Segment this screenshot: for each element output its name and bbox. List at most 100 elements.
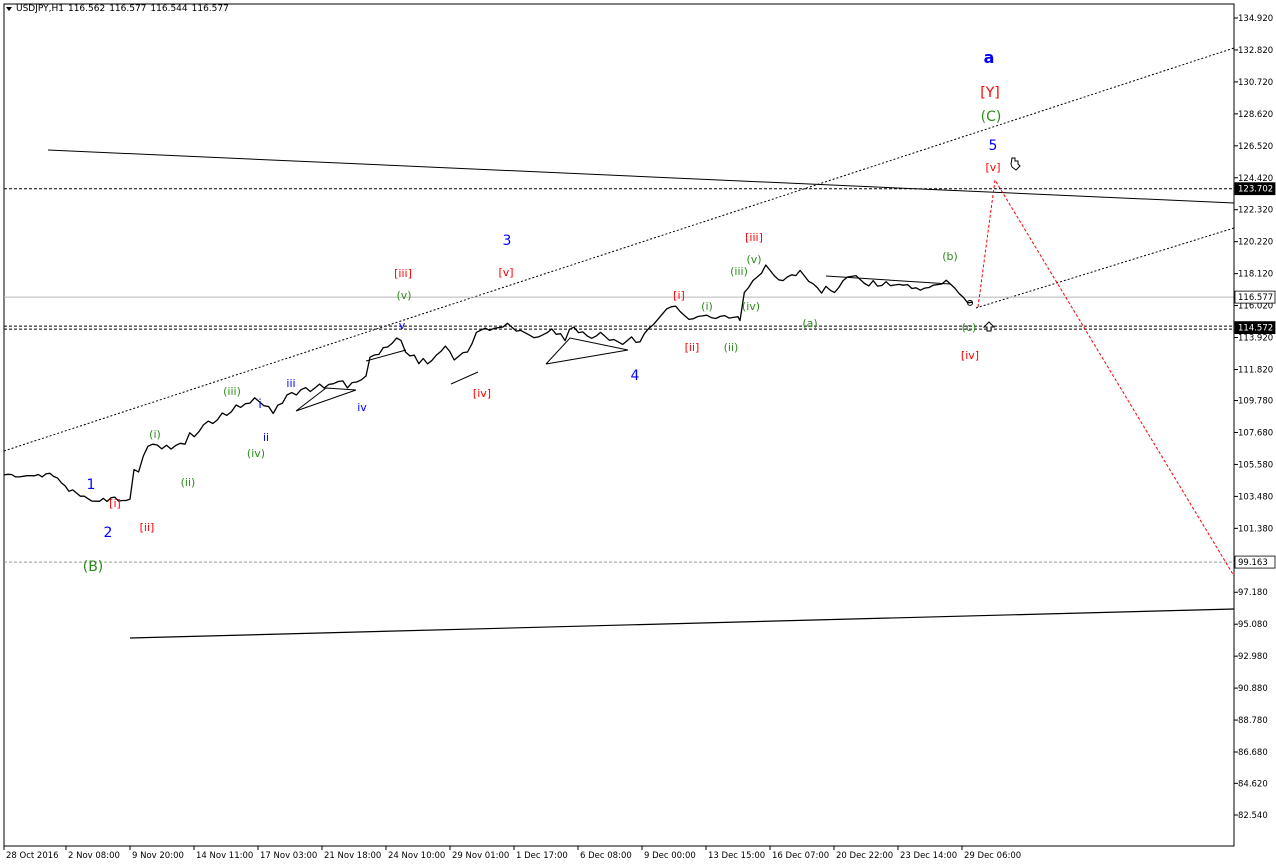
wave-label-green-11: (b): [942, 250, 958, 263]
wave-label-green-3: (iv): [247, 447, 265, 460]
horizontal-levels: [4, 188, 1234, 563]
plot-border: [3, 3, 1235, 847]
x-tick-label-7: 29 Nov 01:00: [452, 851, 509, 861]
wave-label-red-4: [v]: [498, 266, 513, 279]
wave-label-blue-1: 2: [104, 525, 113, 541]
wedge-marker-1: [365, 349, 407, 362]
symbol-label: USDJPY,H1: [16, 4, 64, 14]
wave-label-blue-6: i: [258, 397, 261, 411]
wave-label-green-10: (a): [802, 317, 817, 330]
wave-label-blue-3: 4: [631, 368, 640, 384]
wedge-marker-2: [545, 337, 629, 365]
resistance-trendline: [47, 149, 1235, 204]
wave-label-blue-8: iii: [286, 377, 295, 390]
price-label-box-2: [1234, 321, 1276, 335]
price-label-1: 116.577: [1238, 293, 1273, 303]
y-tick-label-3: 128.620: [1238, 110, 1273, 120]
price-line: [3, 264, 973, 503]
price-label-box-1: [1234, 290, 1276, 304]
projection-lines: [977, 178, 1235, 577]
wave-label-green-2: (iii): [223, 385, 241, 398]
x-tick-label-13: 20 Dec 22:00: [836, 851, 893, 861]
y-tick-label-9: 116.020: [1238, 302, 1273, 312]
price-label-0: 123.702: [1238, 185, 1273, 195]
y-tick-label-13: 107.680: [1238, 428, 1273, 438]
x-tick-label-8: 1 Dec 17:00: [516, 851, 568, 861]
y-tick-label-22: 88.780: [1238, 716, 1268, 726]
wave-label-green-8: (iv): [742, 300, 760, 313]
price-label-box-3: [1234, 555, 1276, 569]
y-axis: 134.920 132.820 130.720 128.620 126.520 124.4…: [1233, 4, 1276, 846]
wedge-marker-0: [295, 387, 357, 412]
y-tick-label-10: 113.920: [1238, 334, 1273, 344]
wave-label-green-14: (C): [981, 109, 1002, 125]
wave-label-green-5: (i): [701, 300, 713, 313]
wave-label-red-0: [i]: [109, 497, 121, 510]
x-tick-label-9: 6 Dec 08:00: [580, 851, 632, 861]
price-label-box-0: [1234, 182, 1276, 196]
wave-label-green-13: (B): [83, 559, 104, 575]
last-point-marker: [967, 299, 973, 306]
ohlc-open: 116.562: [67, 4, 106, 14]
ohlc-close: 116.577: [191, 4, 229, 14]
ohlc-high: 116.577: [109, 4, 147, 14]
y-tick-label-7: 120.220: [1238, 238, 1273, 248]
wave-label-blue-4: 5: [989, 138, 998, 154]
wave-label-green-0: (i): [149, 428, 161, 441]
y-tick-label-1: 132.820: [1238, 46, 1273, 56]
dropdown-triangle-icon[interactable]: [6, 6, 12, 11]
y-tick-label-16: 101.380: [1238, 524, 1273, 534]
y-tick-label-5: 124.420: [1238, 174, 1273, 184]
wave-label-green-7: (iii): [730, 265, 748, 278]
wave-label-red-6: [ii]: [685, 341, 700, 354]
y-tick-label-20: 92.980: [1238, 652, 1268, 662]
wedge-marker-3: [450, 371, 479, 385]
wave-label-green-6: (ii): [724, 341, 739, 354]
x-tick-label-11: 13 Dec 15:00: [708, 851, 765, 861]
y-tick-label-0: 134.920: [1238, 14, 1273, 24]
x-tick-label-5: 21 Nov 18:00: [324, 851, 381, 861]
price-series: [3, 264, 973, 503]
x-tick-label-14: 23 Dec 14:00: [900, 851, 957, 861]
wave-labels: 12345aiiiiiiivv[i][ii][iii][iv][v][i][ii…: [83, 48, 1002, 575]
chart-icons: [982, 157, 1021, 332]
x-tick-label-15: 29 Dec 06:00: [964, 851, 1021, 861]
y-tick-label-12: 109.780: [1238, 397, 1273, 407]
wave-label-blue-7: ii: [263, 431, 269, 444]
wave-label-red-10: [Y]: [980, 85, 999, 101]
wave-label-green-9: (v): [746, 253, 761, 266]
support-trendline: [129, 608, 1235, 639]
hand-cursor-icon: [1010, 157, 1021, 171]
y-tick-label-18: 97.180: [1238, 588, 1268, 598]
wave-label-red-9: [v]: [985, 161, 1000, 174]
up-arrow-icon: [982, 321, 996, 332]
wave-label-red-7: [iii]: [745, 231, 763, 244]
wave-label-red-8: [iv]: [961, 349, 979, 362]
wave-label-blue-0: 1: [87, 477, 96, 493]
wave-label-red-1: [ii]: [140, 521, 155, 534]
y-tick-label-21: 90.880: [1238, 684, 1268, 694]
wave-label-blue-9: iv: [357, 401, 367, 414]
x-tick-label-10: 9 Dec 00:00: [644, 851, 696, 861]
x-tick-label-2: 9 Nov 20:00: [132, 851, 184, 861]
wave-label-green-4: (v): [396, 289, 411, 302]
y-tick-label-2: 130.720: [1238, 78, 1273, 88]
y-tick-label-6: 122.320: [1238, 206, 1273, 216]
x-tick-label-12: 16 Dec 07:00: [772, 851, 829, 861]
projection-path: [977, 178, 1235, 577]
y-tick-label-15: 103.480: [1238, 492, 1273, 502]
price-label-3: 99.163: [1238, 558, 1268, 568]
x-tick-label-0: 28 Oct 2016: [6, 851, 59, 861]
lower-channel-line: [975, 227, 1235, 309]
wave-label-red-2: [iii]: [394, 267, 412, 280]
price-label-2: 114.572: [1238, 324, 1273, 334]
x-axis: 28 Oct 2016 2 Nov 08:00 9 Nov 20:00 14 Nov …: [3, 846, 1021, 861]
wave-label-red-5: [i]: [673, 289, 685, 302]
upper-channel-line: [3, 47, 1235, 452]
y-tick-label-11: 111.820: [1238, 365, 1273, 375]
y-tick-label-19: 95.080: [1238, 620, 1268, 630]
chart-header: USDJPY,H1 116.562 116.577 116.544 116.577: [6, 4, 233, 14]
wave-label-green-1: (ii): [181, 476, 196, 489]
